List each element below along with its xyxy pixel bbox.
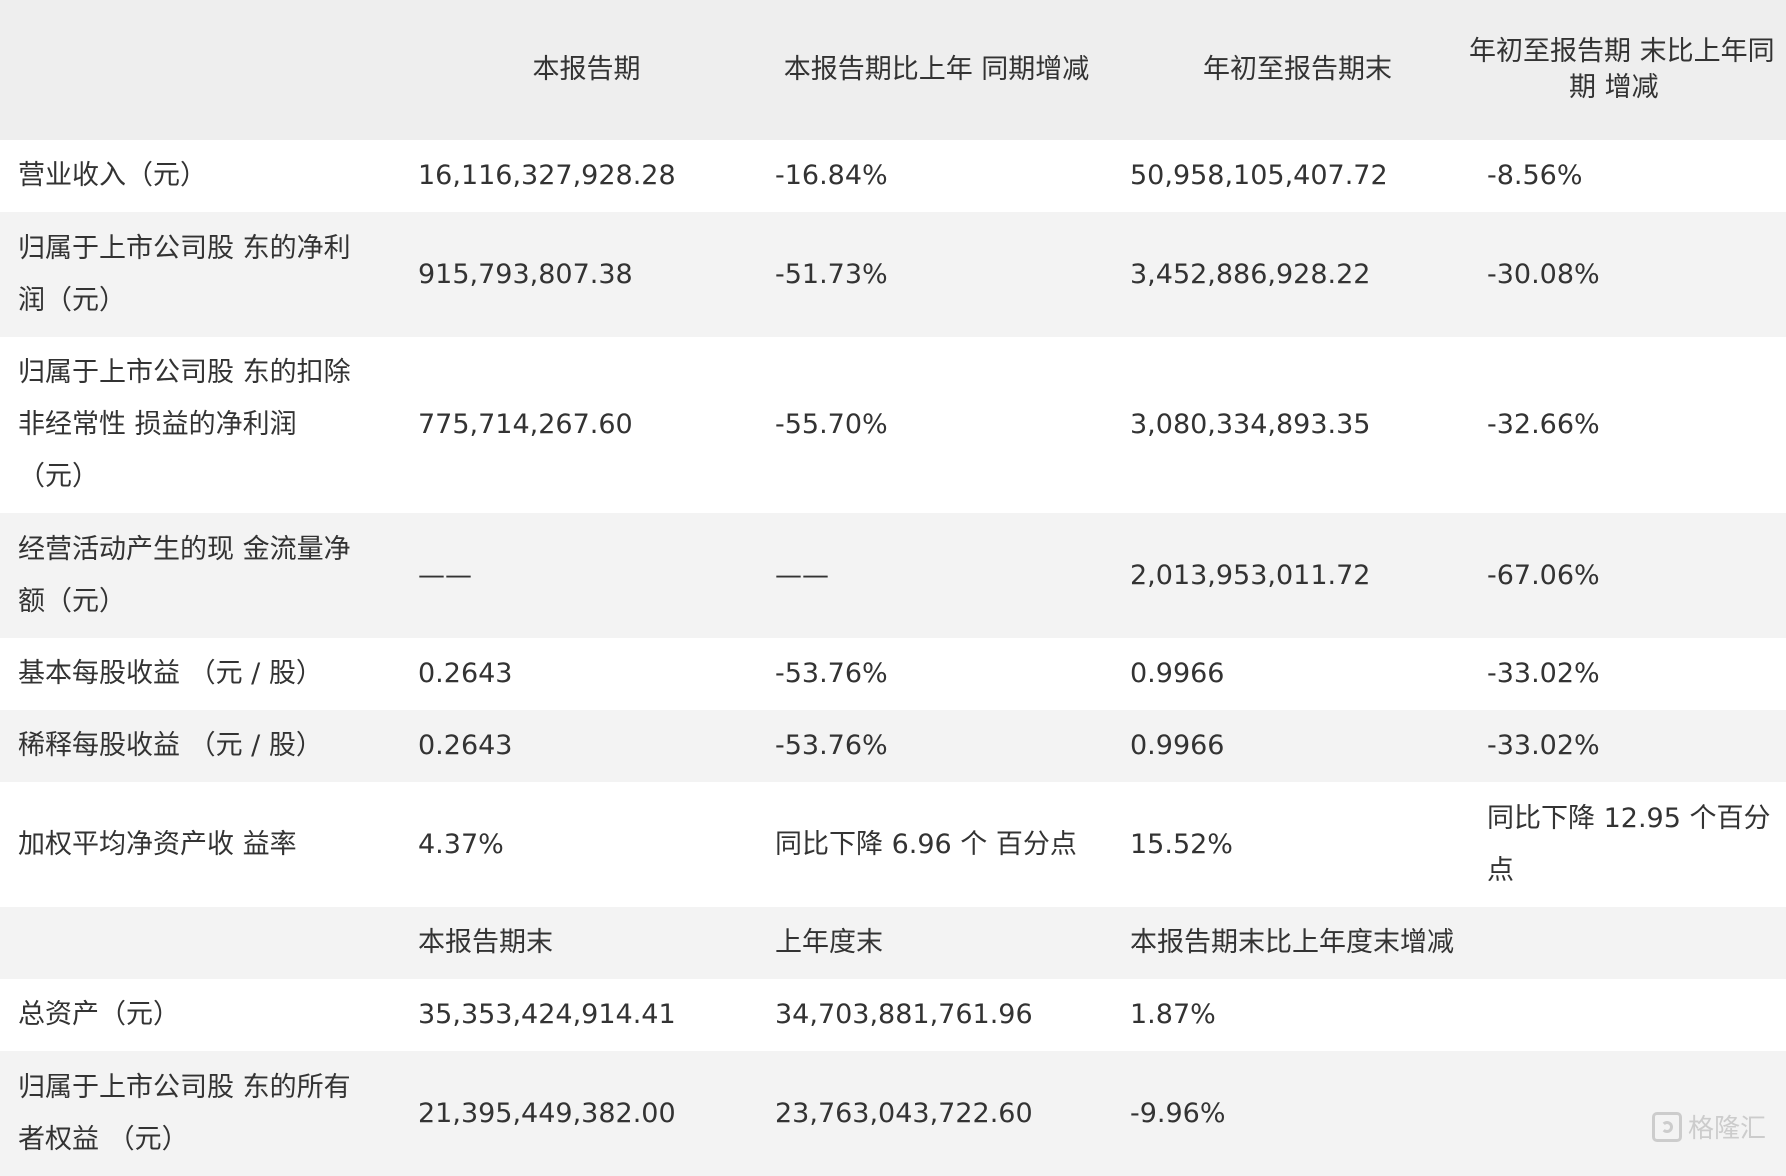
value-period-end: 35,353,424,914.41 [418,999,676,1030]
gelonghui-logo-icon [1651,1111,1682,1142]
value-ytd-yoy-change: -33.02% [1487,658,1600,689]
row-label: 稀释每股收益 （元 / 股） [18,730,323,761]
table-row: 归属于上市公司股 东的净利 润（元） 915,793,807.38 -51.73… [0,212,1786,337]
row-label: 加权平均净资产收 益率 [18,828,297,860]
value-ytd: 0.9966 [1130,658,1225,689]
value-prior-year-end: 34,703,881,761.96 [775,999,1033,1030]
value-ytd-yoy-change: -33.02% [1487,730,1600,761]
value-change: 1.87% [1130,999,1216,1030]
table-row: 归属于上市公司股 东的扣除 非经常性 损益的净利润 （元） 775,714,26… [0,337,1786,513]
table-row: 基本每股收益 （元 / 股） 0.2643 -53.76% 0.9966 -33… [0,638,1786,710]
value-current-period: 4.37% [418,828,504,860]
table-row: 经营活动产生的现 金流量净 额（元） —— —— 2,013,953,011.7… [0,513,1786,638]
watermark: 格隆汇 [1651,1108,1766,1145]
value-current-period: 775,714,267.60 [418,409,633,440]
value-yoy-change: -53.76% [775,658,888,689]
table-row: 总资产（元） 35,353,424,914.41 34,703,881,761.… [0,979,1786,1051]
row-label-line: 者权益 （元） [18,1123,189,1155]
value-current-period: —— [418,559,472,591]
watermark-text: 格隆汇 [1687,1114,1766,1144]
table-row: 加权平均净资产收 益率 4.37% 同比下降 6.96 个 百分点 15.52%… [0,782,1786,907]
value-ytd: 3,080,334,893.35 [1130,409,1371,440]
header-cell-ytd-yoy-change: 年初至报告期 末比上年同 期 增减 [1465,34,1786,106]
row-label: 归属于上市公司股 东的扣除 非经常性 损益的净利润 （元） [0,347,400,503]
subheader-prior-year-end: 上年度末 [775,927,883,958]
row-label: 基本每股收益 （元 / 股） [18,658,323,689]
row-label: 经营活动产生的现 金流量净 额（元） [0,524,400,628]
row-label-line: 润（元） [18,284,126,316]
value-line: 点 [1487,854,1514,886]
row-label-line: 归属于上市公司股 东的净利 [18,232,351,264]
value-line: 同比下降 12.95 个百分 [1487,802,1771,834]
table-header-row: 本报告期 本报告期比上年 同期增减 年初至报告期末 年初至报告期 末比上年同 期… [0,0,1786,140]
row-label-line: 经营活动产生的现 金流量净 [18,533,351,565]
value-ytd: 2,013,953,011.72 [1130,559,1371,591]
header-cell-current-period: 本报告期 [532,54,641,85]
value-ytd: 50,958,105,407.72 [1130,160,1388,191]
value-ytd: 3,452,886,928.22 [1130,258,1371,290]
value-current-period: 0.2643 [418,658,513,689]
value-period-end: 21,395,449,382.00 [418,1097,676,1129]
row-label-line: 归属于上市公司股 东的所有 [18,1071,351,1103]
value-ytd: 0.9966 [1130,730,1225,761]
value-ytd-yoy-change: -32.66% [1487,409,1600,440]
table-subheader-row: 本报告期末 上年度末 本报告期末比上年度末增减 [0,907,1786,979]
row-label: 营业收入（元） [18,160,207,191]
row-label-line: 非经常性 损益的净利润 [18,409,297,440]
value-ytd-yoy-change: -8.56% [1487,160,1583,191]
value-yoy-change: -16.84% [775,160,888,191]
header-cell-ytd: 年初至报告期末 [1203,54,1392,85]
row-label-line: 额（元） [18,585,126,617]
value-yoy-change: -53.76% [775,730,888,761]
row-label-line: 归属于上市公司股 东的扣除 [18,357,351,388]
header-cell-yoy-change: 本报告期比上年 同期增减 [783,54,1090,85]
value-yoy-change: 同比下降 6.96 个 百分点 [775,828,1077,860]
value-yoy-change: —— [775,559,829,591]
row-label: 总资产（元） [18,999,180,1030]
table-row: 稀释每股收益 （元 / 股） 0.2643 -53.76% 0.9966 -33… [0,710,1786,782]
row-label: 归属于上市公司股 东的所有 者权益 （元） [0,1062,400,1166]
value-change: -9.96% [1130,1097,1226,1129]
row-label-line: （元） [18,461,99,492]
value-ytd-yoy-change: 同比下降 12.95 个百分 点 [1465,793,1786,897]
value-current-period: 0.2643 [418,730,513,761]
value-yoy-change: -55.70% [775,409,888,440]
row-label: 归属于上市公司股 东的净利 润（元） [0,223,400,327]
subheader-period-end: 本报告期末 [418,927,553,958]
value-current-period: 915,793,807.38 [418,258,633,290]
value-prior-year-end: 23,763,043,722.60 [775,1097,1033,1129]
value-ytd-yoy-change: -67.06% [1487,559,1600,591]
header-cell-ytd-yoy-line1: 年初至报告期 末比上年同 [1469,36,1775,67]
value-ytd-yoy-change: -30.08% [1487,258,1600,290]
header-cell-ytd-yoy-line2: 期 增减 [1569,72,1659,103]
table-row: 营业收入（元） 16,116,327,928.28 -16.84% 50,958… [0,140,1786,212]
value-yoy-change: -51.73% [775,258,888,290]
value-ytd: 15.52% [1130,828,1233,860]
table-row: 归属于上市公司股 东的所有 者权益 （元） 21,395,449,382.00 … [0,1051,1786,1176]
value-current-period: 16,116,327,928.28 [418,160,676,191]
subheader-change: 本报告期末比上年度末增减 [1130,927,1454,958]
